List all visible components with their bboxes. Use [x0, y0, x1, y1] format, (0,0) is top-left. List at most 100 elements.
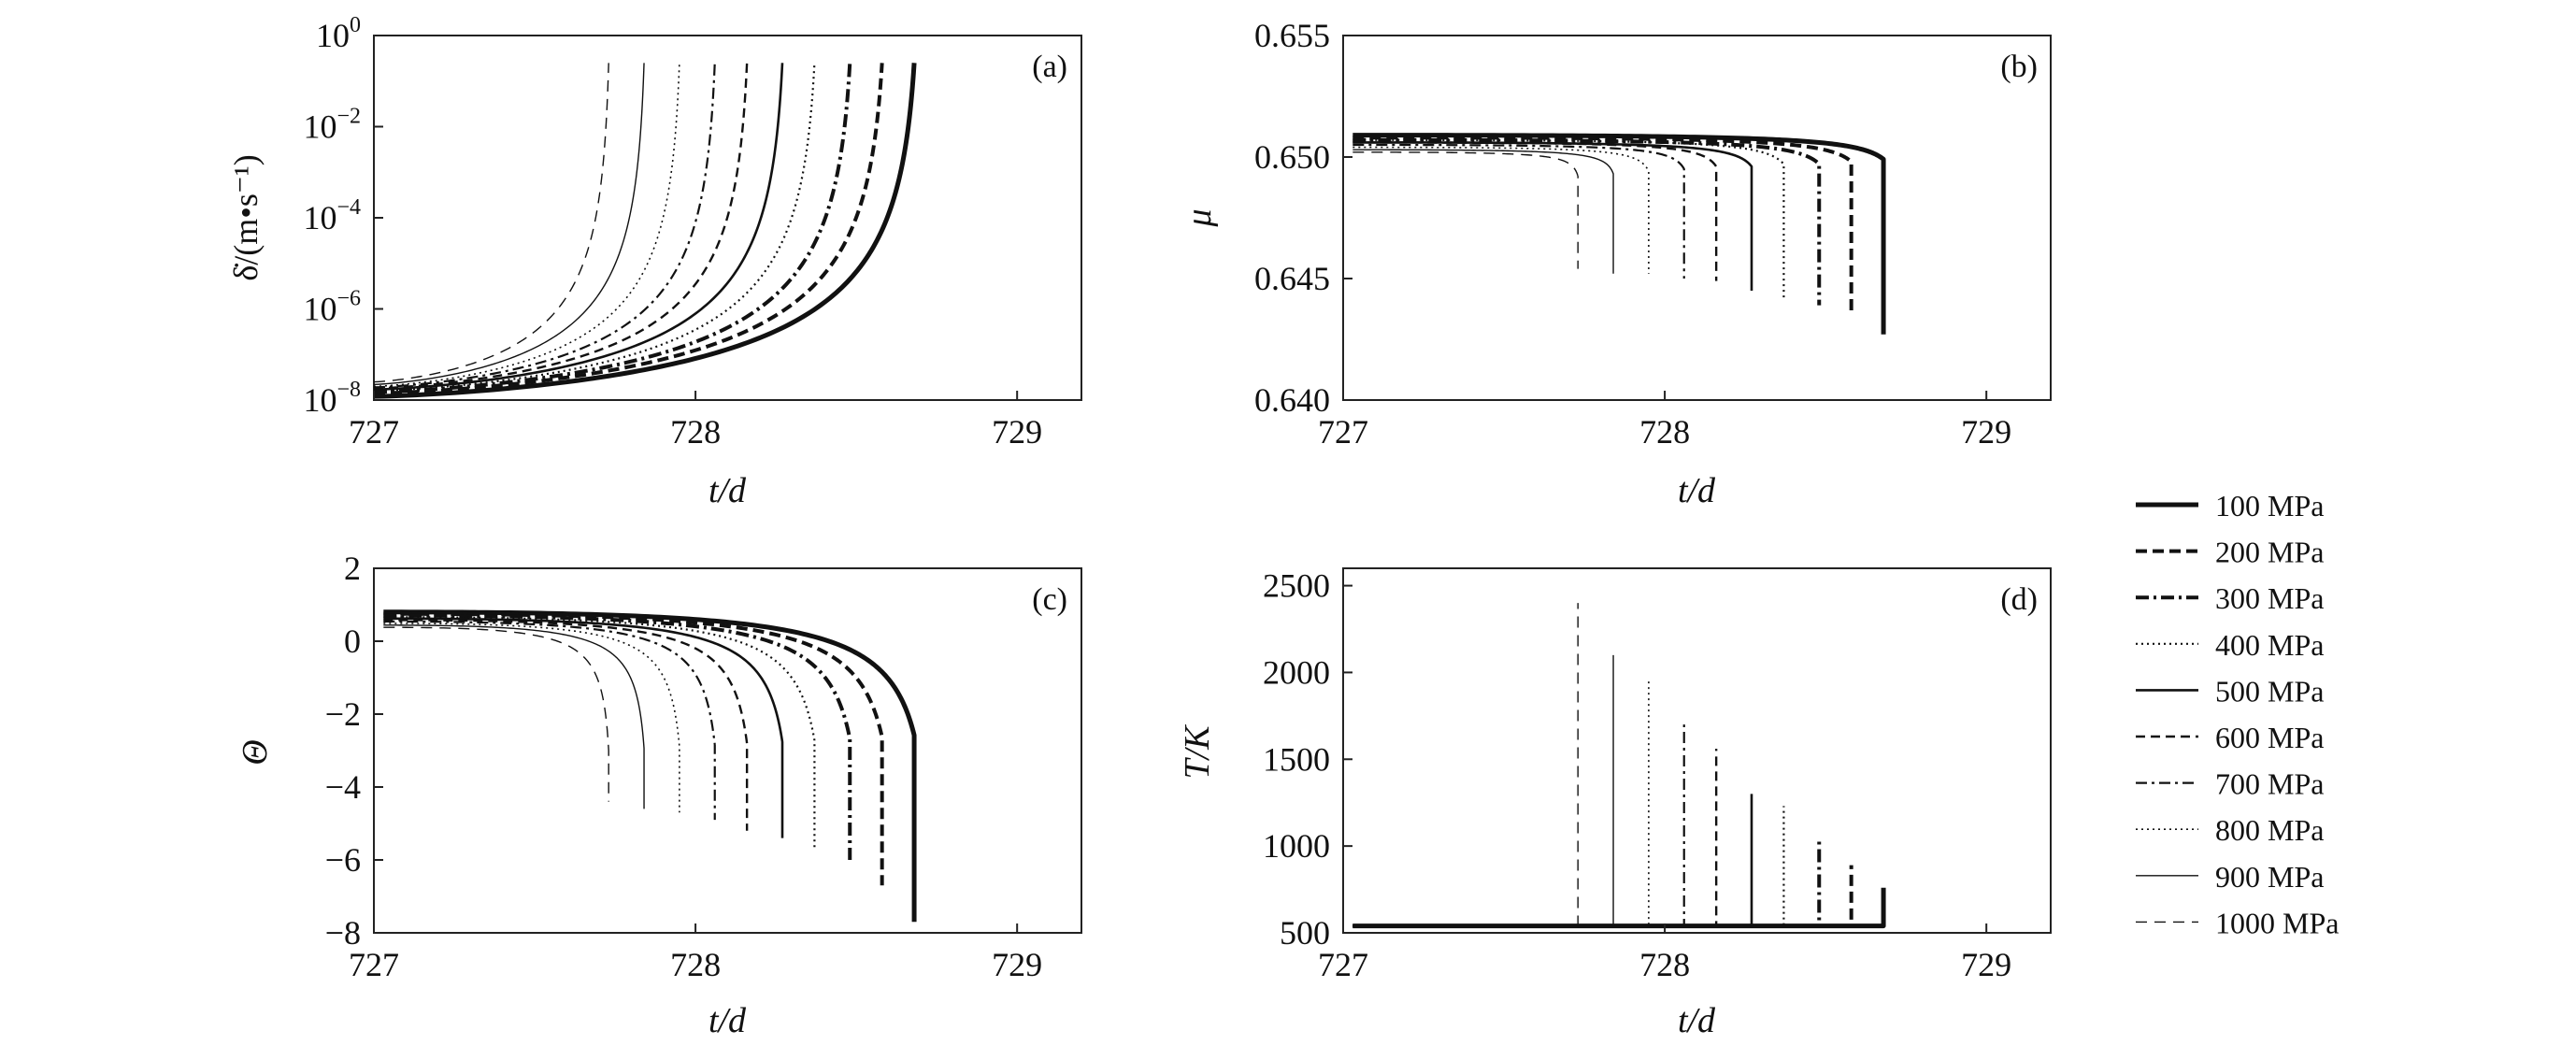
series-800-mpa-line: [1352, 679, 1650, 927]
y-tick-label: 1500: [1263, 740, 1330, 778]
series-900-mpa-line: [1352, 149, 1614, 274]
panel-d-x-axis-label: t/d: [1678, 1001, 1716, 1040]
legend-entry-label: 200 MPa: [2215, 536, 2324, 569]
panel-c: 727 728 729 −8 −6 −4 −2 0 2 (c) t/d Θ: [236, 550, 1082, 1040]
y-tick-label: 1000: [1263, 827, 1330, 865]
y-tick-label: 0.650: [1254, 138, 1330, 176]
panel-c-y-ticks: −8 −6 −4 −2 0 2: [325, 550, 383, 952]
series-800-mpa-line: [1352, 146, 1650, 274]
y-tick-label: −4: [325, 768, 361, 806]
panel-c-x-axis-label: t/d: [708, 1001, 747, 1040]
series-300-mpa-line: [373, 63, 852, 394]
panel-b-frame: [1342, 35, 2052, 401]
y-tick-label: 0.640: [1254, 381, 1330, 419]
y-tick-label: 500: [1280, 914, 1330, 952]
series-500-mpa-line: [383, 617, 784, 838]
y-tick-label-base: 10: [303, 291, 336, 328]
series-500-mpa-line: [1352, 794, 1753, 927]
legend: 100 MPa 200 MPa 300 MPa 400 MPa 500 MPa 600 M…: [2136, 489, 2339, 939]
legend-entry-label: 600 MPa: [2215, 721, 2324, 754]
y-tick-label: 2000: [1263, 653, 1330, 691]
panel-a-x-axis-label-text: t/d: [708, 471, 747, 510]
x-tick-label: 729: [992, 413, 1042, 451]
series-600-mpa-line: [383, 619, 749, 831]
panel-b-x-axis-label: t/d: [1678, 471, 1716, 510]
series-1000-mpa-line: [1352, 603, 1579, 927]
y-tick-label-base: 10: [303, 108, 336, 146]
panel-b-label: (b): [2000, 50, 2038, 84]
series-700-mpa-line: [1352, 143, 1685, 279]
panel-d-series: [1352, 603, 1886, 929]
legend-entry-label: 400 MPa: [2215, 628, 2324, 662]
panel-b-series: [1352, 133, 1886, 335]
panel-d-y-axis-label: T/K: [1178, 724, 1217, 780]
series-100-mpa-line: [373, 63, 917, 399]
series-200-mpa-line: [373, 63, 884, 395]
panel-b-x-ticks: 727 728 729: [1318, 391, 2011, 451]
y-tick-label: 100: [316, 13, 361, 54]
series-600-mpa-line: [1352, 141, 1718, 281]
x-tick-label: 728: [1639, 946, 1690, 983]
series-700-mpa-line: [383, 620, 716, 821]
panel-b-y-axis-label: μ: [1180, 208, 1219, 227]
y-tick-label: 10−2: [303, 105, 361, 146]
y-tick-label: 0.655: [1254, 17, 1330, 54]
panel-d: 727 728 729 500 1000 1500 2000 2500 (d) t/d T/…: [1178, 567, 2052, 1040]
series-900-mpa-line: [1352, 654, 1614, 927]
y-tick-label: 10−6: [303, 287, 361, 328]
series-1000-mpa-line: [383, 626, 609, 802]
y-tick-label: 0.645: [1254, 260, 1330, 297]
panel-a-series: [373, 63, 917, 399]
panel-a-y-axis-label: δ̇/(m•s⁻¹): [227, 154, 265, 280]
x-tick-label: 727: [349, 413, 399, 451]
series-600-mpa-line: [1352, 749, 1718, 927]
x-tick-label: 728: [670, 946, 721, 983]
panel-d-frame: [1342, 567, 2052, 934]
series-900-mpa-line: [373, 63, 645, 386]
y-tick-label: 0: [344, 623, 361, 660]
series-100-mpa-line: [1352, 133, 1886, 335]
y-tick-label: −2: [325, 695, 361, 733]
series-900-mpa-line: [383, 624, 645, 809]
series-700-mpa-line: [1352, 724, 1685, 927]
x-tick-label: 729: [992, 946, 1042, 983]
panel-a-x-ticks: 727 728 729: [349, 391, 1042, 451]
series-200-mpa-line: [1352, 865, 1853, 928]
x-tick-label: 729: [1961, 946, 2011, 983]
series-400-mpa-line: [373, 63, 816, 393]
series-800-mpa-line: [383, 623, 680, 813]
y-tick-label-exponent: −8: [336, 378, 361, 402]
panel-b: 727 728 729 0.640 0.645 0.650 0.655 (b) t/d μ: [1180, 17, 2052, 510]
y-tick-label: −6: [325, 841, 361, 879]
y-tick-label: −8: [325, 914, 361, 952]
series-200-mpa-line: [383, 611, 884, 886]
legend-entry-label: 1000 MPa: [2215, 906, 2339, 939]
series-100-mpa-line: [383, 609, 917, 923]
series-300-mpa-line: [383, 613, 852, 860]
x-tick-label: 727: [1318, 946, 1368, 983]
y-tick-label: 10−8: [303, 378, 361, 419]
series-1000-mpa-line: [1352, 151, 1579, 269]
y-tick-label-base: 10: [303, 199, 336, 236]
series-400-mpa-line: [1352, 806, 1785, 927]
series-100-mpa-line: [1352, 887, 1886, 929]
legend-entry-label: 700 MPa: [2215, 767, 2324, 801]
series-700-mpa-line: [373, 63, 716, 389]
x-tick-label: 727: [1318, 413, 1368, 451]
series-200-mpa-line: [1352, 136, 1853, 315]
panel-c-label: (c): [1032, 582, 1067, 617]
legend-entry-label: 100 MPa: [2215, 489, 2324, 522]
legend-entry-label: 900 MPa: [2215, 860, 2324, 894]
y-tick-label: 10−4: [303, 195, 361, 236]
panel-a-x-axis-label: t/d: [708, 471, 747, 510]
panel-a-label: (a): [1032, 50, 1067, 84]
series-300-mpa-line: [1352, 137, 1822, 306]
y-tick-label-base: 10: [316, 17, 350, 54]
series-800-mpa-line: [373, 63, 680, 388]
series-300-mpa-line: [1352, 837, 1822, 928]
series-500-mpa-line: [373, 63, 784, 392]
y-tick-label-exponent: −2: [336, 105, 361, 129]
